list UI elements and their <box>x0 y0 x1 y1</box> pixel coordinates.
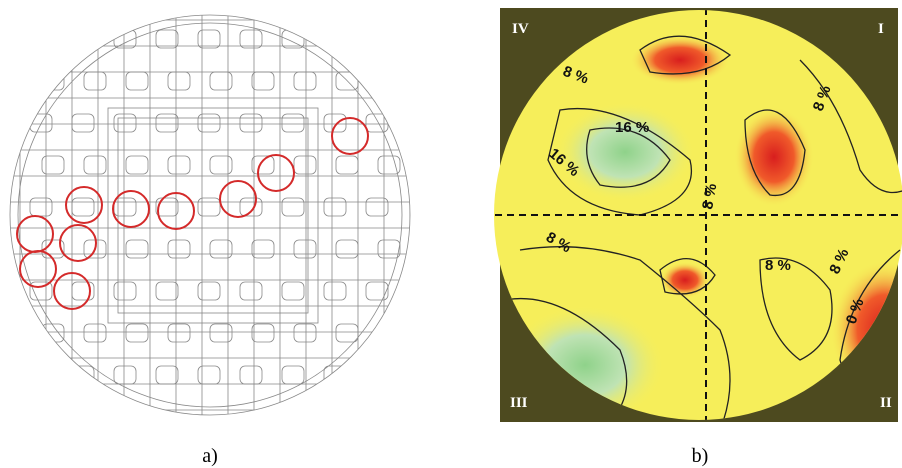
plan-detail <box>294 156 316 174</box>
plan-detail <box>42 156 64 174</box>
plan-detail <box>156 114 178 132</box>
plan-detail <box>294 324 316 342</box>
plan-detail <box>126 240 148 258</box>
plan-detail <box>378 240 400 258</box>
caption: b) <box>692 445 709 467</box>
plan-detail <box>240 30 262 48</box>
plan-detail <box>336 156 358 174</box>
quadrant-label: III <box>510 395 528 411</box>
plan-detail <box>72 198 94 216</box>
contour-label: 16 % <box>615 119 649 136</box>
plan-detail <box>126 324 148 342</box>
plan-detail <box>168 324 190 342</box>
plan-detail <box>168 240 190 258</box>
plan-detail <box>84 156 106 174</box>
plan-detail <box>30 198 52 216</box>
plan-detail <box>240 198 262 216</box>
plan-detail <box>114 198 136 216</box>
plan-detail <box>282 366 304 384</box>
plan-detail <box>198 366 220 384</box>
plan-detail <box>156 30 178 48</box>
plan-detail <box>156 282 178 300</box>
plan-detail <box>294 240 316 258</box>
plan-detail <box>42 72 64 90</box>
plan-detail <box>198 114 220 132</box>
caption: a) <box>202 445 218 467</box>
plan-detail <box>282 282 304 300</box>
plan-detail <box>210 240 232 258</box>
plan-detail <box>126 72 148 90</box>
plan-detail <box>366 282 388 300</box>
plan-detail <box>366 198 388 216</box>
contour-label: 8 % <box>765 257 791 274</box>
plan-detail <box>324 114 346 132</box>
plan-detail <box>114 366 136 384</box>
plan-detail <box>324 282 346 300</box>
plan-detail <box>168 156 190 174</box>
plan-detail <box>282 198 304 216</box>
plan-detail <box>378 324 400 342</box>
plan-detail <box>252 156 274 174</box>
plan-detail <box>210 324 232 342</box>
plan-detail <box>156 366 178 384</box>
plan-detail <box>168 72 190 90</box>
plan-detail <box>30 114 52 132</box>
plan-detail <box>240 114 262 132</box>
plan-detail <box>114 282 136 300</box>
plan-detail <box>210 72 232 90</box>
plan-detail <box>72 114 94 132</box>
plan-detail <box>114 114 136 132</box>
quadrant-label: I <box>878 21 884 37</box>
plan-detail <box>336 240 358 258</box>
plan-detail <box>324 366 346 384</box>
plan-detail <box>366 30 388 48</box>
plan-detail <box>198 282 220 300</box>
quadrant-label: IV <box>512 21 529 37</box>
figure: a) IV I III II 8 % 16 % 16 % 8 % 8 % 8 %… <box>0 0 902 468</box>
plan-detail <box>282 114 304 132</box>
plan-detail <box>84 324 106 342</box>
plan-detail <box>336 324 358 342</box>
plan-detail <box>210 156 232 174</box>
plan-detail <box>72 30 94 48</box>
plan-detail <box>240 282 262 300</box>
plan-detail <box>198 30 220 48</box>
plan-detail <box>366 366 388 384</box>
plan-detail <box>252 324 274 342</box>
plan-detail <box>366 114 388 132</box>
plan-detail <box>126 156 148 174</box>
plan-detail <box>240 366 262 384</box>
plan-detail <box>294 72 316 90</box>
plan-detail <box>84 72 106 90</box>
plan-detail <box>198 198 220 216</box>
quadrant-label: II <box>880 395 892 411</box>
plan-detail <box>324 198 346 216</box>
plan-detail <box>252 72 274 90</box>
plan-detail <box>72 366 94 384</box>
plan-detail <box>378 72 400 90</box>
plan-detail <box>252 240 274 258</box>
plan-detail <box>30 366 52 384</box>
plan-detail <box>324 30 346 48</box>
plan-detail <box>30 30 52 48</box>
